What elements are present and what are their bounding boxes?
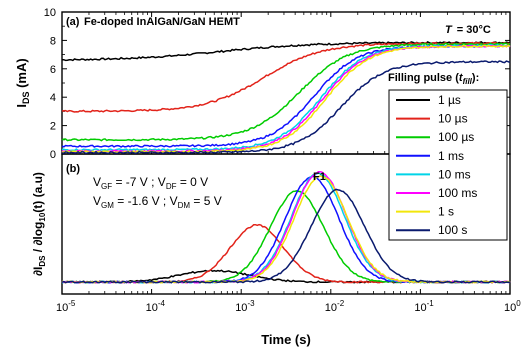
y-tick-label: 6 — [50, 64, 56, 76]
peak-label-f1: F1 — [313, 171, 326, 183]
legend-entry: 1 µs — [438, 93, 461, 107]
legend-entry: 1 ms — [438, 149, 464, 163]
legend-entry: 1 s — [438, 205, 454, 219]
x-tick-label: 10-4 — [146, 299, 166, 314]
panel-a-curves — [61, 41, 511, 155]
x-tick-label: 10-1 — [414, 299, 434, 314]
x-tick-labels: 10-5 10-4 10-3 10-2 10-1 100 — [56, 299, 521, 314]
y-tick-label: 4 — [50, 92, 56, 104]
panel-b-tag: (b) — [66, 163, 80, 175]
legend-title: Filling pulse (tfill): — [388, 72, 479, 86]
panel-b-series-line — [61, 188, 511, 284]
y-tick-label: 8 — [50, 35, 56, 47]
panel-b-frame — [61, 153, 511, 295]
y-tick-label: 10 — [44, 7, 56, 19]
temperature-var: T — [445, 24, 453, 36]
temperature-value: = 30°C — [457, 24, 491, 36]
panel-a-tag: (a) — [66, 16, 80, 28]
legend-entry: 10 ms — [438, 167, 471, 181]
legend-entry: 100 µs — [438, 130, 474, 144]
panel-b-y-axis-label: ∂IDS / ∂log10(t) (a.u) — [31, 172, 47, 276]
panel-a-series-line — [61, 43, 511, 152]
legend: 1 µs 10 µs 100 µs 1 ms 10 ms 100 ms 1 s 100 s — [388, 89, 508, 241]
legend-entry: 100 s — [438, 223, 467, 237]
panel-a-title: Fe-doped InAlGaN/GaN HEMT — [84, 16, 240, 28]
panel-b-series-line — [61, 269, 511, 284]
x-tick-label: 10-3 — [235, 299, 255, 314]
panel-a-series-line — [61, 41, 511, 113]
bias-line-2: VGM = -1.6 V ; VDM = 5 V — [93, 194, 222, 210]
panel-a-series-line — [61, 60, 511, 155]
x-tick-label: 10-5 — [56, 299, 76, 314]
x-tick-label: 100 — [504, 299, 521, 314]
legend-box — [388, 89, 508, 241]
legend-entry: 10 µs — [438, 112, 468, 126]
x-tick-label: 10-2 — [325, 299, 345, 314]
x-axis-label: Time (s) — [261, 332, 311, 347]
y-tick-label: 2 — [50, 121, 56, 133]
panel-a-series-line — [61, 44, 511, 154]
panel-a-y-axis-label: IDS (mA) — [14, 58, 31, 107]
y-tick-label: 0 — [50, 149, 56, 161]
legend-entry: 100 ms — [438, 186, 477, 200]
temperature-label: T = 30°C — [445, 24, 491, 36]
panel-b-curves — [61, 170, 511, 284]
bias-line-1: VGF = -7 V ; VDF = 0 V — [93, 175, 208, 191]
